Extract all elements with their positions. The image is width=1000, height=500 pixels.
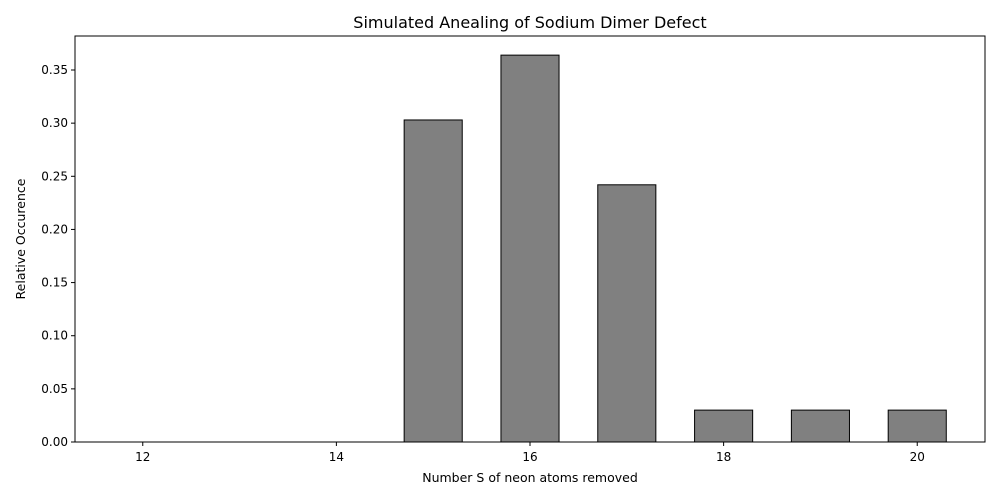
y-tick-label: 0.35 <box>41 63 68 77</box>
x-tick-label: 14 <box>329 450 344 464</box>
bar-20 <box>887 409 947 443</box>
y-tick-label: 0.20 <box>41 222 68 236</box>
plot-frame <box>74 35 986 443</box>
bar-16 <box>500 54 560 443</box>
y-ticks: 0.00 0.05 0.10 0.15 0.20 0.25 0.30 0.35 <box>41 63 75 449</box>
bar-18 <box>694 409 754 443</box>
x-tick-label: 16 <box>522 450 537 464</box>
y-tick-label: 0.15 <box>41 276 68 290</box>
y-axis-label: Relative Occurence <box>13 178 28 299</box>
bar-15 <box>403 119 463 443</box>
y-tick-label: 0.05 <box>41 382 68 396</box>
chart-title: Simulated Anealing of Sodium Dimer Defec… <box>353 13 706 32</box>
x-axis-label: Number S of neon atoms removed <box>422 470 638 485</box>
x-tick-label: 20 <box>910 450 925 464</box>
x-tick-label: 12 <box>135 450 150 464</box>
x-ticks: 12 14 16 18 20 <box>135 442 925 464</box>
y-tick-label: 0.00 <box>41 435 68 449</box>
bars-group <box>403 54 947 443</box>
y-tick-label: 0.30 <box>41 116 68 130</box>
bar-17 <box>597 184 657 443</box>
bar-19 <box>790 409 850 443</box>
y-tick-label: 0.10 <box>41 329 68 343</box>
x-tick-label: 18 <box>716 450 731 464</box>
y-tick-label: 0.25 <box>41 169 68 183</box>
